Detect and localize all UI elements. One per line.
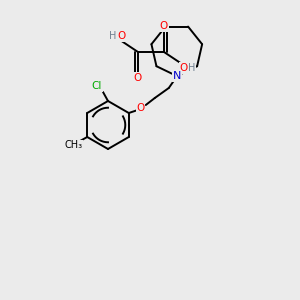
Text: O: O	[134, 73, 142, 83]
Text: H: H	[188, 63, 196, 73]
Text: O: O	[137, 103, 145, 113]
Text: O: O	[180, 63, 188, 73]
Text: O: O	[160, 21, 168, 31]
Text: N: N	[172, 71, 181, 81]
Text: O: O	[117, 31, 125, 41]
Text: H: H	[109, 31, 117, 41]
Text: N: N	[172, 71, 181, 81]
Text: CH₃: CH₃	[64, 140, 82, 150]
Text: Cl: Cl	[92, 81, 102, 91]
